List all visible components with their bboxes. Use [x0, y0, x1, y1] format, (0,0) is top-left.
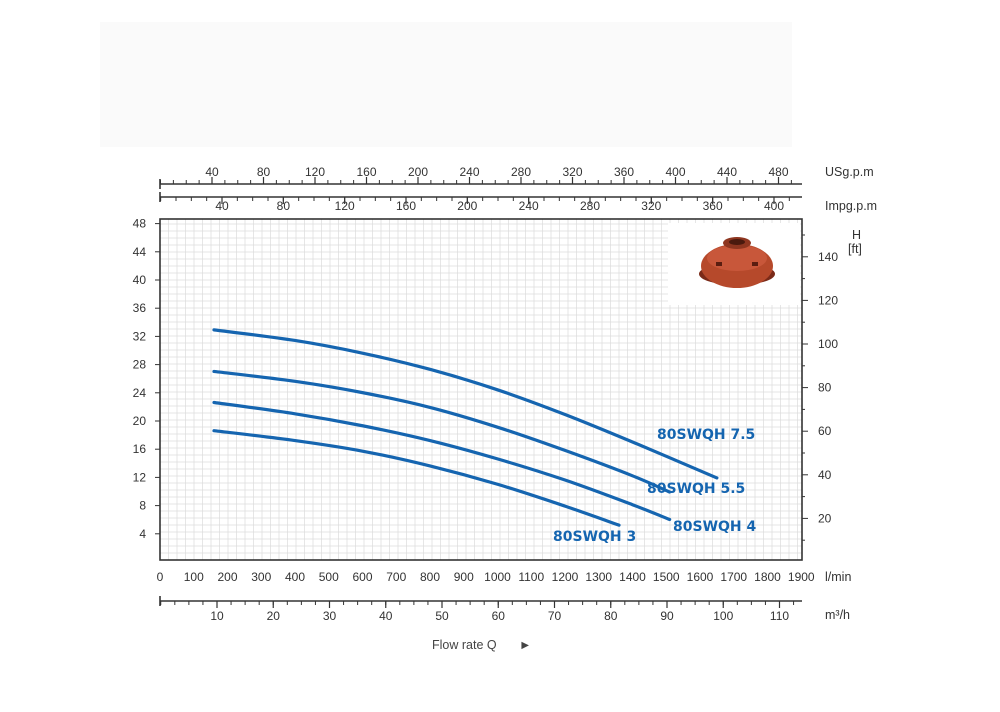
x-lpm-tick-label: 400 — [285, 570, 305, 584]
x-m3h-tick-label: 10 — [210, 609, 224, 623]
plot-frame — [159, 218, 803, 561]
x-m3h-tick-label: 80 — [604, 609, 618, 623]
x-lpm-tick-label: 500 — [319, 570, 339, 584]
left-axis-tick-label: 28 — [133, 358, 147, 372]
x-usgpm-tick-label: 80 — [257, 165, 271, 179]
x-impgpm-tick-label: 160 — [396, 199, 416, 213]
x-lpm-tick-label: 800 — [420, 570, 440, 584]
x-m3h-tick-label: 70 — [548, 609, 562, 623]
left-axis-tick-label: 8 — [139, 499, 146, 513]
x-lpm-tick-label: 1100 — [518, 570, 544, 584]
x-m3h-tick-label: 100 — [713, 609, 733, 623]
top-background-panel — [100, 22, 792, 147]
x-impgpm-tick-label: 320 — [641, 199, 661, 213]
right-axis-label-ft: [ft] — [848, 242, 862, 256]
x-lpm-tick-label: 300 — [251, 570, 271, 584]
right-axis-tick-label: 120 — [818, 293, 838, 307]
x-lpm-tick-label: 1200 — [552, 570, 579, 584]
series — [212, 328, 719, 527]
x-lpm-tick-label: 1800 — [754, 570, 781, 584]
left-axis-tick-label: 44 — [133, 245, 147, 259]
x-m3h-tick-label: 30 — [323, 609, 337, 623]
series-label: 80SWQH 7.5 — [657, 427, 755, 443]
usgpm-unit-label: USg.p.m — [825, 165, 874, 179]
x-usgpm-tick-label: 200 — [408, 165, 428, 179]
x-impgpm-tick-label: 400 — [764, 199, 784, 213]
x-usgpm-tick-label: 400 — [665, 165, 685, 179]
series-line — [212, 400, 672, 522]
left-axis-tick-label: 32 — [133, 329, 147, 343]
x-lpm-tick-label: 200 — [217, 570, 237, 584]
left-axis-tick-label: 48 — [133, 217, 147, 231]
x-lpm-tick-label: 700 — [386, 570, 406, 584]
x-usgpm-tick-label: 360 — [614, 165, 634, 179]
series-label: 80SWQH 5.5 — [647, 481, 745, 497]
x-m3h-tick-label: 110 — [770, 609, 789, 623]
left-axis-tick-label: 16 — [133, 442, 147, 456]
series-label: 80SWQH 4 — [673, 519, 757, 535]
flow-rate-label: Flow rate Q — [432, 638, 497, 652]
x-usgpm-tick-label: 240 — [459, 165, 479, 179]
x-impgpm-tick-label: 360 — [703, 199, 723, 213]
x-lpm-tick-label: 1300 — [585, 570, 612, 584]
x-usgpm-tick-label: 160 — [356, 165, 376, 179]
impgpm-unit-label: Impg.p.m — [825, 199, 877, 213]
axes: 4812162024283236404448204060801001201400… — [133, 165, 839, 623]
x-m3h-tick-label: 50 — [435, 609, 449, 623]
lpm-unit-label: l/min — [825, 570, 851, 584]
left-axis-tick-label: 12 — [133, 470, 147, 484]
x-lpm-tick-label: 600 — [352, 570, 372, 584]
x-lpm-tick-label: 1000 — [484, 570, 511, 584]
x-impgpm-tick-label: 200 — [457, 199, 477, 213]
x-m3h-tick-label: 40 — [379, 609, 393, 623]
m3h-unit-label: m³/h — [825, 608, 850, 622]
x-usgpm-tick-label: 40 — [205, 165, 219, 179]
series-labels: 80SWQH 7.5 80SWQH 5.5 80SWQH 4 80SWQH 3 — [553, 427, 757, 545]
x-usgpm-tick-label: 320 — [562, 165, 582, 179]
right-axis-tick-label: 20 — [818, 511, 832, 525]
left-axis-tick-label: 20 — [133, 414, 147, 428]
x-usgpm-tick-label: 440 — [717, 165, 737, 179]
right-axis-tick-label: 80 — [818, 381, 832, 395]
x-lpm-tick-label: 900 — [454, 570, 474, 584]
x-lpm-tick-label: 1600 — [687, 570, 714, 584]
x-impgpm-tick-label: 240 — [519, 199, 539, 213]
series-line — [212, 429, 621, 527]
pump-impeller-image — [668, 223, 800, 305]
x-lpm-tick-label: 1900 — [788, 570, 815, 584]
right-axis-tick-label: 140 — [818, 250, 838, 264]
left-axis-tick-label: 36 — [133, 301, 147, 315]
series-line — [212, 328, 719, 480]
x-lpm-tick-label: 1400 — [619, 570, 646, 584]
left-axis-tick-label: 4 — [139, 527, 146, 541]
x-impgpm-tick-label: 120 — [335, 199, 355, 213]
right-axis-label-h: H — [852, 228, 861, 242]
left-axis-tick-label: 40 — [133, 273, 147, 287]
x-impgpm-tick-label: 280 — [580, 199, 600, 213]
x-lpm-tick-label: 100 — [184, 570, 204, 584]
x-m3h-tick-label: 60 — [492, 609, 506, 623]
x-lpm-tick-label: 1500 — [653, 570, 680, 584]
x-usgpm-tick-label: 480 — [768, 165, 788, 179]
x-lpm-tick-label: 1700 — [720, 570, 747, 584]
right-axis-tick-label: 60 — [818, 424, 832, 438]
x-impgpm-tick-label: 80 — [277, 199, 291, 213]
x-usgpm-tick-label: 120 — [305, 165, 325, 179]
grid — [160, 219, 802, 560]
series-line — [212, 369, 672, 494]
right-axis-tick-label: 40 — [818, 468, 832, 482]
x-m3h-tick-label: 90 — [660, 609, 674, 623]
x-usgpm-tick-label: 280 — [511, 165, 531, 179]
right-axis-tick-label: 100 — [818, 337, 838, 351]
x-impgpm-tick-label: 40 — [215, 199, 229, 213]
x-m3h-tick-label: 20 — [267, 609, 281, 623]
x-lpm-tick-label: 0 — [157, 570, 164, 584]
left-axis-tick-label: 24 — [133, 386, 147, 400]
series-label: 80SWQH 3 — [553, 529, 636, 545]
flow-arrow-icon: ► — [519, 638, 531, 652]
